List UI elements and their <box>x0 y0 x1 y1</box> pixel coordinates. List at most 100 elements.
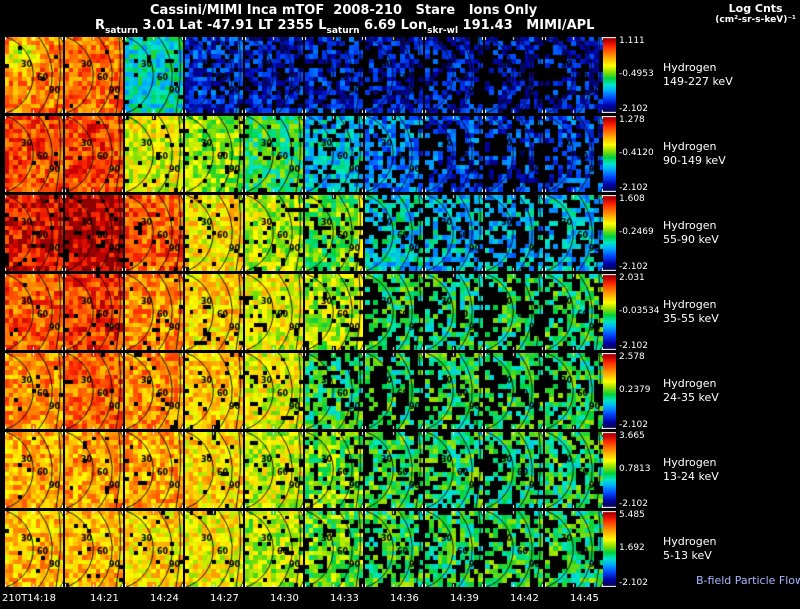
heatmap-panel-r1-c9 <box>545 116 603 192</box>
row-energy-label-r0: Hydrogen 149-227 keV <box>663 61 733 89</box>
heatmap-panel-r4-c0 <box>5 353 63 429</box>
bfield-flow-label: B-field Particle Flow <box>696 574 800 587</box>
energy-range-label: 90-149 keV <box>663 154 726 167</box>
time-tick-label-3: 14:27 <box>210 593 239 604</box>
heatmap-panel-r6-c5 <box>305 511 363 587</box>
colorbar-min-label-r0: -2.102 <box>619 104 649 114</box>
spacecraft-status-line: Rsaturn 3.01 Lat -47.91 LT 2355 Lsaturn … <box>95 18 595 36</box>
heatmap-panel-r0-c4 <box>245 37 303 113</box>
colorbar-max-label-r1: 1.278 <box>619 115 645 125</box>
time-tick-label-1: 14:21 <box>90 593 119 604</box>
heatmap-panel-r1-c1 <box>65 116 123 192</box>
status-text: 3.01 Lat -47.91 LT 2355 L <box>138 18 327 33</box>
heatmap-panel-r4-c5 <box>305 353 363 429</box>
heatmap-panel-r5-c8 <box>485 432 543 508</box>
row-energy-label-r5: Hydrogen 13-24 keV <box>663 456 719 484</box>
heatmap-panel-r5-c3 <box>185 432 243 508</box>
heatmap-panel-r1-c4 <box>245 116 303 192</box>
heatmap-panel-r2-c5 <box>305 195 363 271</box>
time-tick-label-7: 14:39 <box>450 593 479 604</box>
row-energy-label-r1: Hydrogen 90-149 keV <box>663 140 726 168</box>
heatmap-panel-r1-c6 <box>365 116 423 192</box>
heatmap-panel-r0-c3 <box>185 37 243 113</box>
colorbar-max-label-r6: 5.485 <box>619 510 645 520</box>
heatmap-panel-r3-c2 <box>125 274 183 350</box>
heatmap-panel-r1-c0 <box>5 116 63 192</box>
heatmap-panel-r5-c1 <box>65 432 123 508</box>
species-label: Hydrogen <box>663 298 717 311</box>
species-label: Hydrogen <box>663 61 717 74</box>
time-tick-label-6: 14:36 <box>390 593 419 604</box>
heatmap-panel-r4-c7 <box>425 353 483 429</box>
heatmap-panel-r2-c1 <box>65 195 123 271</box>
heatmap-panel-r3-c0 <box>5 274 63 350</box>
row-energy-label-r2: Hydrogen 55-90 keV <box>663 219 719 247</box>
heatmap-panel-r1-c8 <box>485 116 543 192</box>
heatmap-panel-r2-c7 <box>425 195 483 271</box>
heatmap-panel-r4-c3 <box>185 353 243 429</box>
heatmap-panel-r4-c8 <box>485 353 543 429</box>
heatmap-panel-r4-c4 <box>245 353 303 429</box>
heatmap-panel-r3-c1 <box>65 274 123 350</box>
heatmap-panel-r2-c0 <box>5 195 63 271</box>
heatmap-panel-r5-c2 <box>125 432 183 508</box>
row-energy-label-r6: Hydrogen 5-13 keV <box>663 535 717 563</box>
heatmap-panel-r5-c7 <box>425 432 483 508</box>
species-label: Hydrogen <box>663 219 717 232</box>
colorbar-units-label: Log Cnts (cm²-sr-s-keV)⁻¹ <box>715 2 796 25</box>
energy-range-label: 24-35 keV <box>663 391 719 404</box>
heatmap-panel-r0-c8 <box>485 37 543 113</box>
heatmap-panel-r1-c5 <box>305 116 363 192</box>
colorbar-max-label-r0: 1.111 <box>619 36 645 46</box>
heatmap-panel-r6-c9 <box>545 511 603 587</box>
row-energy-label-r4: Hydrogen 24-35 keV <box>663 377 719 405</box>
heatmap-panel-r1-c7 <box>425 116 483 192</box>
colorbar-r2 <box>603 195 616 271</box>
heatmap-panel-r6-c3 <box>185 511 243 587</box>
colorbar-units-line2: (cm²-sr-s-keV)⁻¹ <box>715 15 796 25</box>
colorbar-min-label-r5: -2.102 <box>619 499 649 509</box>
heatmap-panel-r6-c4 <box>245 511 303 587</box>
status-subscript-label: skr-wl <box>427 26 459 36</box>
colorbar-r4 <box>603 353 616 429</box>
energy-range-label: 13-24 keV <box>663 470 719 483</box>
heatmap-panel-r1-c2 <box>125 116 183 192</box>
heatmap-panel-r4-c2 <box>125 353 183 429</box>
heatmap-panel-r2-c6 <box>365 195 423 271</box>
heatmap-panel-r4-c6 <box>365 353 423 429</box>
heatmap-panel-r4-c9 <box>545 353 603 429</box>
heatmap-panel-r2-c8 <box>485 195 543 271</box>
heatmap-panel-r2-c3 <box>185 195 243 271</box>
colorbar-r5 <box>603 432 616 508</box>
heatmap-panel-r6-c1 <box>65 511 123 587</box>
heatmap-panel-r3-c8 <box>485 274 543 350</box>
heatmap-panel-r5-c6 <box>365 432 423 508</box>
page-title: Cassini/MIMI Inca mTOF 2008-210 Stare Io… <box>150 3 538 18</box>
colorbar-mid-label-r5: 0.7813 <box>619 464 651 474</box>
status-text: 191.43 MIMI/APL <box>458 18 595 33</box>
heatmap-panel-r2-c9 <box>545 195 603 271</box>
colorbar-r1 <box>603 116 616 192</box>
colorbar-max-label-r5: 3.665 <box>619 431 645 441</box>
colorbar-max-label-r3: 2.031 <box>619 273 645 283</box>
colorbar-r0 <box>603 37 616 113</box>
heatmap-panel-r6-c0 <box>5 511 63 587</box>
time-tick-label-9: 14:45 <box>570 593 599 604</box>
colorbar-r3 <box>603 274 616 350</box>
colorbar-mid-label-r0: -0.4953 <box>619 69 654 79</box>
heatmap-panel-r5-c4 <box>245 432 303 508</box>
heatmap-panel-r2-c4 <box>245 195 303 271</box>
status-text: 6.69 Lon <box>359 18 428 33</box>
time-tick-label-8: 14:42 <box>510 593 539 604</box>
heatmap-panel-r3-c4 <box>245 274 303 350</box>
heatmap-panel-r5-c9 <box>545 432 603 508</box>
time-tick-label-5: 14:33 <box>330 593 359 604</box>
heatmap-panel-r6-c2 <box>125 511 183 587</box>
colorbar-units-line1: Log Cnts <box>728 2 783 15</box>
species-label: Hydrogen <box>663 456 717 469</box>
species-label: Hydrogen <box>663 140 717 153</box>
heatmap-panel-r2-c2 <box>125 195 183 271</box>
heatmap-panel-r3-c5 <box>305 274 363 350</box>
status-text: R <box>95 18 106 33</box>
colorbar-max-label-r2: 1.608 <box>619 194 645 204</box>
